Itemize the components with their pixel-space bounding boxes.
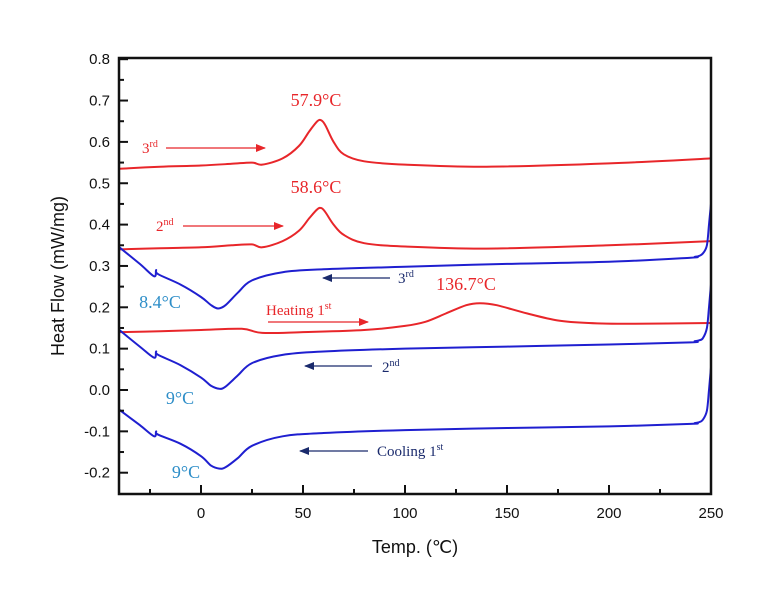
y-tick-label: 0.6 [89, 134, 110, 151]
run-label-text: 2nd [382, 358, 400, 376]
run-label-c1: Cooling 1st [299, 442, 443, 460]
run-label-sup: st [437, 442, 444, 453]
y-tick-label: 0.3 [89, 258, 110, 275]
y-tick-label: 0.5 [89, 175, 110, 192]
y-tick-label: -0.1 [84, 423, 110, 440]
series-line [119, 302, 712, 335]
y-tick-label: 0.7 [89, 93, 110, 110]
run-label-sup: nd [390, 358, 400, 369]
run-label-c2: 2nd [304, 358, 400, 376]
run-label-h1: Heating 1st [266, 301, 369, 326]
series-line [119, 206, 712, 251]
run-label-text: 3rd [398, 269, 414, 287]
run-label-main: 3 [142, 141, 150, 157]
peak-label: 58.6°C [291, 177, 342, 197]
run-label-h3: 3rd [142, 139, 266, 157]
run-label-main: Heating 1 [266, 303, 325, 319]
peak-label: 8.4°C [139, 292, 181, 312]
run-label-main: Cooling 1 [377, 444, 437, 460]
run-label-main: 3 [398, 271, 406, 287]
ticks-layer: 0 50 100 150 200 250 0.8 0.7 0.6 0.5 0.4 0.3 0.2 0.1 0… [84, 51, 723, 522]
peak-label: 57.9°C [291, 90, 342, 110]
y-tick-label: 0.2 [89, 299, 110, 316]
series-line [118, 284, 712, 390]
x-tick-label: 0 [197, 505, 205, 522]
y-tick-label: 0.4 [89, 217, 110, 234]
x-axis-title: Temp. (℃) [372, 537, 458, 557]
y-tick-label: 0.1 [89, 341, 110, 358]
peak-label: 9°C [172, 462, 200, 482]
run-label-sup: st [325, 301, 332, 312]
plot-frame [117, 56, 713, 496]
run-label-text: Heating 1st [266, 301, 332, 319]
run-label-c3: 3rd [322, 269, 414, 287]
y-tick-label: -0.2 [84, 465, 110, 482]
y-tick-label: 0.0 [89, 382, 110, 399]
run-label-sup: nd [164, 217, 174, 228]
run-label-sup: rd [406, 269, 414, 280]
series-line [118, 203, 712, 310]
peak-label: 136.7°C [436, 274, 496, 294]
run-label-main: 2 [382, 360, 390, 376]
run-label-sup: rd [150, 139, 158, 150]
y-axis-title: Heat Flow (mW/mg) [48, 196, 68, 356]
run-label-h2: 2nd [156, 217, 284, 235]
annotation-layer: 57.9°C58.6°C136.7°C8.4°C9°C9°C3rd2ndHeat… [139, 90, 496, 482]
run-label-text: Cooling 1st [377, 442, 443, 460]
series-line [118, 367, 712, 470]
series-line [119, 118, 712, 170]
run-label-main: 2 [156, 219, 164, 235]
x-tick-label: 200 [596, 505, 621, 522]
x-tick-label: 150 [494, 505, 519, 522]
x-tick-label: 250 [698, 505, 723, 522]
run-label-text: 2nd [156, 217, 174, 235]
x-tick-label: 50 [295, 505, 312, 522]
x-tick-label: 100 [392, 505, 417, 522]
run-label-text: 3rd [142, 139, 158, 157]
peak-label: 9°C [166, 388, 194, 408]
series-layer [118, 118, 712, 470]
y-tick-label: 0.8 [89, 51, 110, 68]
